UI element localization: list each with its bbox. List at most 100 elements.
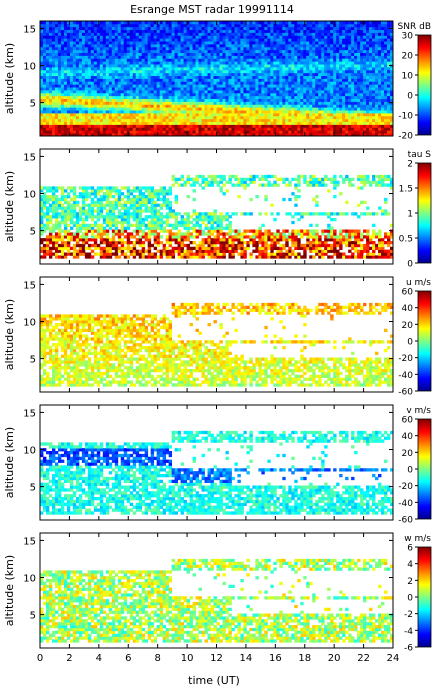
heatmap-cell <box>117 98 122 102</box>
heatmap-cell <box>282 101 286 105</box>
heatmap-cell <box>132 61 137 65</box>
heatmap-cell <box>177 72 181 77</box>
heatmap-cell <box>63 81 68 85</box>
heatmap-cell <box>81 61 86 65</box>
heatmap-cell <box>150 115 155 120</box>
heatmap-cell <box>51 38 56 42</box>
heatmap-cell <box>300 58 304 62</box>
heatmap-cell <box>222 58 226 62</box>
heatmap-cell <box>138 67 143 71</box>
heatmap-cell <box>387 127 391 131</box>
heatmap-cell <box>219 52 223 56</box>
heatmap-cell <box>390 35 394 39</box>
heatmap-cell <box>261 113 265 117</box>
heatmap-cell <box>180 98 184 102</box>
heatmap-cell <box>45 72 50 77</box>
heatmap-cell <box>144 90 149 94</box>
heatmap-cell <box>42 186 47 190</box>
heatmap-cell <box>84 124 89 128</box>
heatmap-cell <box>267 121 271 125</box>
y-tick-label: 10 <box>23 62 36 73</box>
heatmap-cell <box>60 95 65 100</box>
heatmap-cell <box>255 110 259 114</box>
heatmap-cell <box>138 127 143 131</box>
heatmap-cell <box>129 113 134 117</box>
heatmap-cell <box>333 35 337 39</box>
heatmap-cell <box>360 46 364 51</box>
heatmap-cell <box>99 101 104 105</box>
heatmap-cell <box>291 29 295 33</box>
heatmap-cell <box>87 133 92 137</box>
heatmap-cell <box>213 104 217 108</box>
heatmap-cell <box>84 61 89 65</box>
heatmap-cell <box>78 58 83 62</box>
heatmap-cell <box>96 38 101 42</box>
heatmap-cell <box>279 72 283 77</box>
heatmap-cell <box>255 52 259 56</box>
heatmap-cell <box>150 32 155 36</box>
heatmap-cell <box>75 69 80 74</box>
heatmap-cell <box>102 52 107 56</box>
heatmap-cell <box>324 35 328 39</box>
heatmap-cell <box>264 61 268 65</box>
heatmap-cell <box>342 121 346 125</box>
heatmap-cell <box>276 49 280 54</box>
heatmap-cell <box>324 90 328 94</box>
heatmap-cell <box>291 107 295 111</box>
heatmap-cell <box>357 121 361 125</box>
heatmap-cell <box>177 95 181 100</box>
heatmap-cell <box>279 52 283 56</box>
heatmap-cell <box>342 67 346 71</box>
heatmap-cell <box>291 78 295 82</box>
heatmap-cell <box>144 49 149 54</box>
heatmap-cell <box>111 118 116 123</box>
heatmap-cell <box>66 195 71 199</box>
heatmap-cell <box>132 95 137 100</box>
heatmap-cell <box>354 115 358 120</box>
heatmap-cell <box>132 52 137 56</box>
heatmap-cell <box>204 69 208 74</box>
heatmap-cell <box>279 46 283 51</box>
heatmap-cell <box>168 90 173 94</box>
heatmap-cell <box>306 32 310 36</box>
heatmap-cell <box>66 29 71 33</box>
heatmap-cell <box>249 118 253 123</box>
heatmap-cell <box>45 113 50 117</box>
heatmap-cell <box>276 44 280 48</box>
heatmap-cell <box>267 124 271 128</box>
heatmap-cell <box>141 78 146 82</box>
heatmap-cell <box>162 69 167 74</box>
heatmap-cell <box>156 26 161 31</box>
heatmap-cell <box>234 115 238 120</box>
heatmap-cell <box>40 21 44 25</box>
heatmap-cell <box>237 113 241 117</box>
colorbar <box>417 34 432 136</box>
heatmap-cell <box>270 84 274 88</box>
heatmap-cell <box>351 46 355 51</box>
heatmap-cell <box>276 58 280 62</box>
heatmap-cell <box>231 35 235 39</box>
heatmap-cell <box>354 72 358 77</box>
heatmap-cell <box>300 29 304 33</box>
heatmap-cell <box>390 121 394 125</box>
heatmap-cell <box>309 90 313 94</box>
heatmap-cell <box>75 64 80 68</box>
heatmap-cell <box>42 206 47 210</box>
heatmap-cell <box>54 29 59 33</box>
heatmap-cell <box>366 21 370 25</box>
heatmap-cell <box>258 115 262 120</box>
heatmap-cell <box>306 61 310 65</box>
heatmap-cell <box>309 118 313 123</box>
heatmap-cell <box>153 61 158 65</box>
heatmap-cell <box>339 46 343 51</box>
heatmap-cell <box>63 124 68 128</box>
heatmap-cell <box>69 21 74 25</box>
heatmap-cell <box>117 75 122 79</box>
heatmap-cell <box>342 23 346 28</box>
heatmap-cell <box>81 46 86 51</box>
heatmap-cell <box>285 84 289 88</box>
heatmap-cell <box>201 118 205 123</box>
heatmap-cell <box>300 98 304 102</box>
heatmap-cell <box>282 107 286 111</box>
